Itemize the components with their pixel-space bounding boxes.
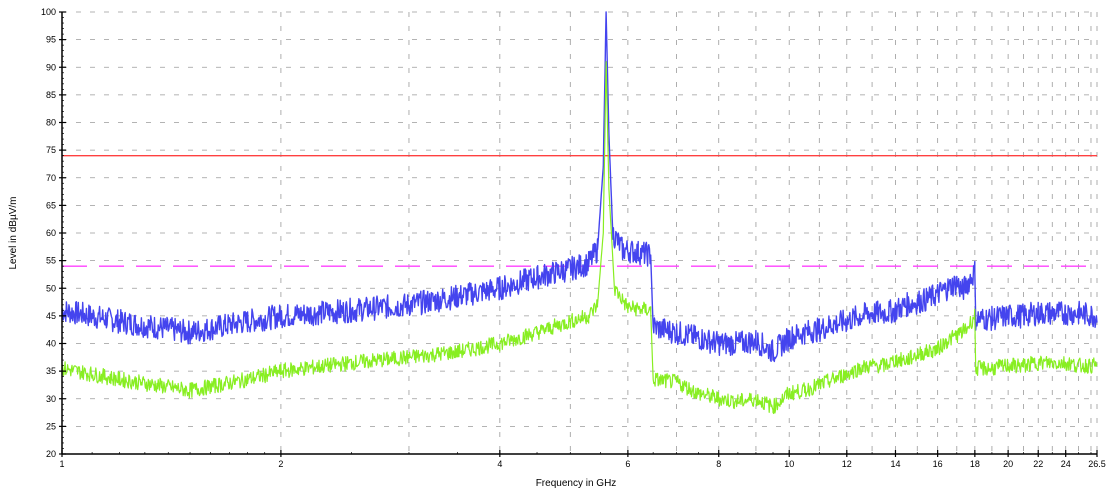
series-line-1 [61, 11, 1098, 363]
y-tick-label: 50 [46, 283, 56, 293]
x-tick-label: 1 [59, 459, 64, 469]
y-tick-label: 40 [46, 339, 56, 349]
x-tick-label: 8 [716, 459, 721, 469]
y-tick-label: 100 [41, 7, 56, 17]
y-tick-label: 25 [46, 421, 56, 431]
x-tick-label: 4 [497, 459, 502, 469]
y-tick-label: 30 [46, 394, 56, 404]
x-tick-label: 6 [625, 459, 630, 469]
x-tick-label: 16 [933, 459, 943, 469]
y-tick-label: 80 [46, 118, 56, 128]
y-tick-label: 75 [46, 145, 56, 155]
y-tick-label: 90 [46, 62, 56, 72]
x-tick-label: 22 [1033, 459, 1043, 469]
series-line-2 [61, 61, 1098, 415]
y-tick-label: 35 [46, 366, 56, 376]
y-tick-label: 20 [46, 449, 56, 459]
x-tick-label: 14 [890, 459, 900, 469]
limit-lines [62, 154, 1097, 267]
y-tick-label: 55 [46, 256, 56, 266]
x-axis-title: Frequency in GHz [536, 478, 617, 489]
y-axis-title: Level in dBµV/m [8, 196, 19, 269]
x-tick-label: 26.5 [1088, 459, 1106, 469]
y-tick-label: 95 [46, 35, 56, 45]
x-tick-label: 2 [278, 459, 283, 469]
x-tick-label: 20 [1003, 459, 1013, 469]
y-tick-label: 60 [46, 228, 56, 238]
series-lines [61, 11, 1098, 415]
x-tick-label: 24 [1061, 459, 1071, 469]
x-tick-label: 18 [970, 459, 980, 469]
y-tick-label: 70 [46, 173, 56, 183]
grid [62, 11, 1098, 454]
x-tick-label: 12 [842, 459, 852, 469]
x-tick-label: 10 [784, 459, 794, 469]
y-tick-label: 65 [46, 200, 56, 210]
y-tick-label: 85 [46, 90, 56, 100]
y-tick-label: 45 [46, 311, 56, 321]
